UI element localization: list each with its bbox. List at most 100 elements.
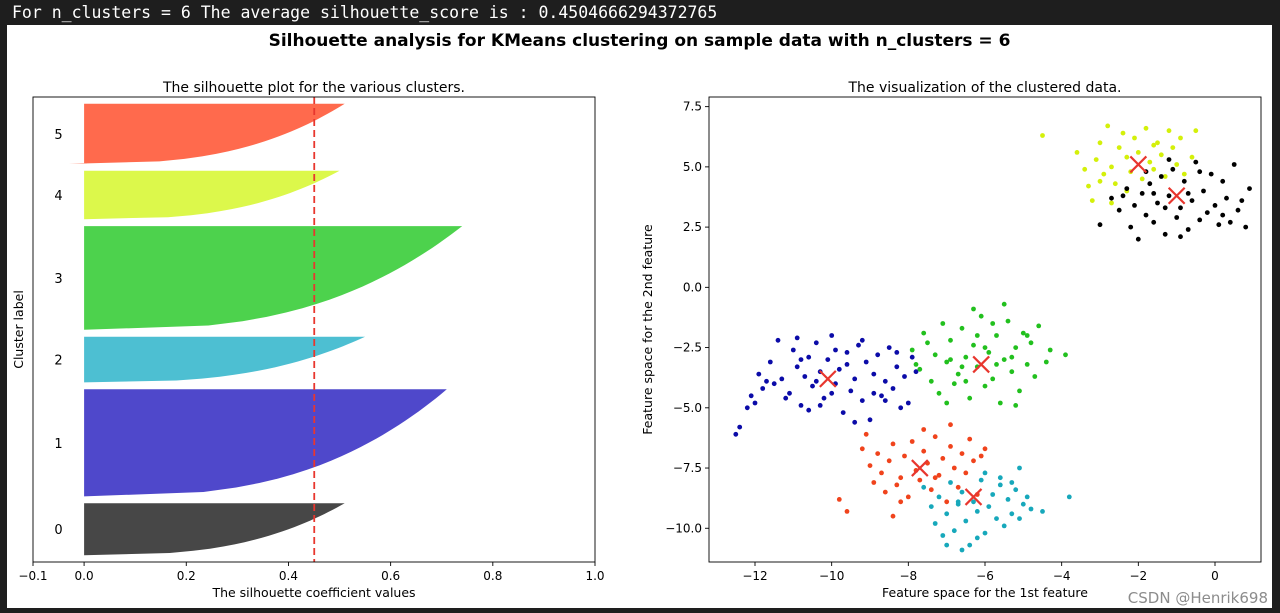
scatter-point — [882, 398, 888, 403]
scatter-point — [806, 354, 812, 360]
scatter-point — [1174, 215, 1180, 220]
scatter-point — [890, 386, 896, 391]
scatter-point — [1132, 203, 1137, 208]
scatter-point — [1151, 166, 1157, 172]
scatter-point — [921, 330, 927, 336]
scatter-point — [1017, 388, 1022, 394]
scatter-point — [1147, 159, 1153, 165]
cluster-center-marker — [964, 488, 983, 506]
scatter-point — [894, 350, 900, 355]
scatter-point — [948, 422, 953, 428]
scatter-ytick-label: 2.5 — [683, 220, 702, 234]
scatter-point — [1135, 236, 1141, 242]
scatter-point — [1158, 174, 1164, 179]
scatter-ytick-label: −10.0 — [665, 521, 702, 535]
scatter-point — [1185, 227, 1191, 232]
scatter-point — [894, 364, 900, 370]
scatter-point — [1097, 178, 1103, 184]
scatter-point — [817, 403, 823, 408]
scatter-point — [1155, 200, 1160, 206]
scatter-point — [1151, 219, 1157, 225]
scatter-point — [982, 345, 988, 350]
scatter-point — [1193, 128, 1199, 134]
scatter-point — [1181, 178, 1187, 184]
scatter-ytick-label: 0.0 — [683, 280, 702, 294]
scatter-point — [948, 337, 953, 343]
silhouette-cluster-2 — [84, 336, 366, 383]
scatter-xtick-label: −12 — [742, 569, 767, 583]
scatter-point — [986, 350, 992, 355]
scatter-point — [779, 376, 785, 382]
scatter-point — [917, 366, 923, 372]
scatter-point — [867, 417, 873, 423]
scatter-point — [974, 535, 980, 541]
scatter-point — [1135, 150, 1141, 155]
scatter-point — [1193, 159, 1199, 165]
scatter-point — [982, 530, 988, 536]
silhouette-title: The silhouette plot for the various clus… — [162, 80, 465, 96]
scatter-point — [1166, 193, 1172, 199]
scatter-point — [990, 376, 996, 382]
scatter-point — [1032, 374, 1038, 379]
scatter-point — [821, 395, 827, 401]
scatter-point — [879, 393, 884, 399]
cluster-center-marker — [972, 355, 990, 374]
silhouette-xtick-label: 0.4 — [279, 569, 298, 583]
scatter-point — [967, 436, 973, 442]
scatter-point — [921, 448, 927, 454]
scatter-point — [1013, 345, 1019, 350]
scatter-point — [959, 364, 965, 370]
scatter-point — [886, 458, 892, 464]
scatter-point — [944, 499, 950, 505]
scatter-point — [940, 456, 946, 461]
scatter-point — [1028, 506, 1034, 512]
scatter-point — [1017, 465, 1022, 471]
scatter-point — [859, 337, 865, 343]
scatter-point — [963, 378, 969, 384]
scatter-point — [1181, 171, 1187, 177]
scatter-point — [863, 431, 869, 437]
scatter-point — [1185, 191, 1191, 196]
scatter-point — [997, 475, 1003, 481]
scatter-point — [932, 521, 938, 526]
scatter-point — [856, 342, 861, 348]
scatter-point — [1212, 203, 1218, 208]
scatter-point — [978, 313, 984, 319]
scatter-ytick-label: −5.0 — [673, 401, 702, 415]
scatter-point — [783, 395, 789, 401]
scatter-ytick-label: 7.5 — [683, 100, 702, 114]
scatter-point — [951, 528, 957, 534]
scatter-point — [967, 542, 973, 548]
scatter-point — [748, 393, 754, 399]
scatter-point — [997, 400, 1003, 406]
scatter-point — [871, 371, 877, 377]
scatter-point — [909, 347, 915, 353]
scatter-title: The visualization of the clustered data. — [848, 80, 1122, 96]
scatter-point — [798, 403, 804, 408]
scatter-point — [1139, 176, 1145, 182]
scatter-point — [928, 378, 934, 384]
scatter-point — [944, 542, 950, 548]
scatter-point — [982, 383, 988, 389]
scatter-point — [1013, 403, 1019, 408]
scatter-point — [886, 345, 892, 350]
silhouette-cluster-0 — [84, 503, 345, 556]
scatter-point — [909, 439, 915, 444]
scatter-point — [1001, 301, 1007, 307]
scatter-point — [1020, 330, 1026, 336]
scatter-point — [978, 453, 984, 459]
scatter-xtick-label: −4 — [1053, 569, 1071, 583]
scatter-point — [921, 427, 927, 432]
scatter-point — [1189, 198, 1195, 204]
scatter-point — [1151, 191, 1157, 196]
scatter-point — [752, 400, 758, 406]
scatter-point — [890, 441, 896, 447]
scatter-point — [1178, 205, 1183, 211]
scatter-xtick-label: −2 — [1129, 569, 1147, 583]
scatter-point — [813, 378, 819, 384]
scatter-point — [1036, 323, 1042, 329]
scatter-point — [1009, 369, 1015, 375]
scatter-xtick-label: −8 — [899, 569, 917, 583]
scatter-point — [994, 362, 999, 367]
scatter-point — [890, 513, 896, 519]
